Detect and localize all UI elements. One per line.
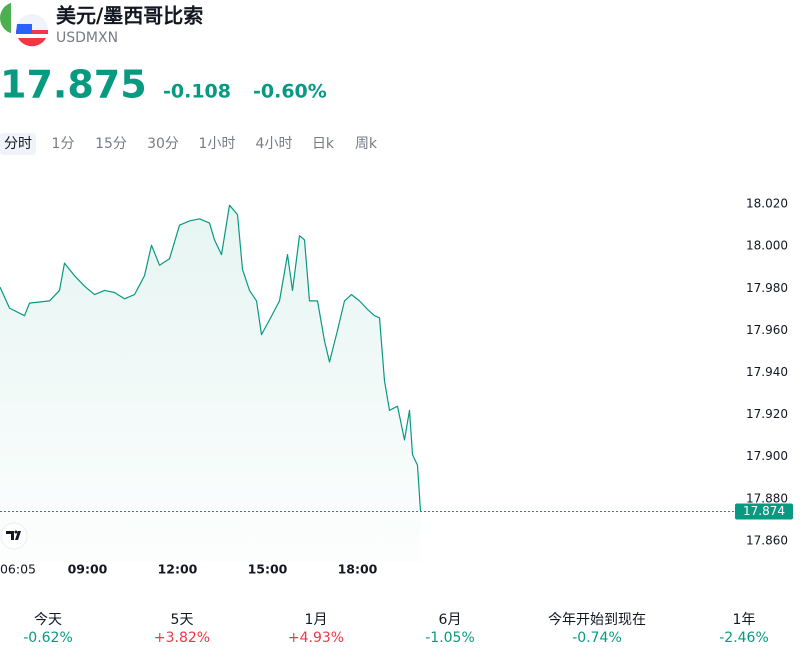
period-change[interactable]: +4.93%: [288, 630, 344, 646]
area-fill: [0, 205, 421, 562]
last-price-badge: [735, 503, 793, 520]
last-price-label: 17.874: [743, 504, 785, 518]
period-label[interactable]: 今年开始到现在: [548, 612, 646, 628]
y-tick-label: 17.880: [746, 491, 788, 505]
tab[interactable]: 1小时: [199, 136, 236, 152]
y-tick-label: 18.000: [746, 239, 788, 253]
title: 美元/墨西哥比索: [56, 4, 203, 28]
x-tick-label: 15:00: [248, 562, 288, 577]
period-label[interactable]: 1年: [733, 612, 756, 628]
period-label[interactable]: 6月: [439, 612, 462, 628]
tab[interactable]: 1分: [52, 136, 75, 152]
tab[interactable]: 日k: [312, 136, 335, 152]
period-label[interactable]: 1月: [305, 612, 328, 628]
x-tick-label: 09:00: [68, 562, 108, 577]
period-change[interactable]: -0.74%: [572, 630, 622, 646]
plot: 17.860 17.880 17.900 17.920 17.940 17.960 17.9…: [0, 197, 793, 577]
period-label[interactable]: 5天: [171, 612, 194, 628]
tabs: 分时 1分 15分 30分 1小时 4小时 日k 周k: [0, 133, 378, 155]
x-tick-label: 06:05: [0, 562, 36, 577]
performance: 今天 -0.62% 5天 +3.82% 1月 +4.93% 6月 -1.05% 今年开始到现在 -…: [23, 612, 769, 646]
period-label[interactable]: 今天: [34, 612, 62, 628]
logo: [0, 522, 28, 550]
price-line: [0, 204, 422, 512]
period-change[interactable]: -2.46%: [719, 630, 769, 646]
change: -0.108: [163, 81, 231, 103]
x-tick-label: 18:00: [338, 562, 378, 577]
symbol: USDMXN: [56, 30, 118, 46]
tab[interactable]: 30分: [147, 136, 179, 152]
x-tick-label: 12:00: [158, 562, 198, 577]
flags: [0, 2, 49, 47]
period-change[interactable]: -0.62%: [23, 630, 73, 646]
period-change[interactable]: +3.82%: [154, 630, 210, 646]
tab-selected-bg: [0, 133, 36, 155]
price: 17.875: [0, 63, 147, 107]
y-tick-label: 17.860: [746, 533, 788, 547]
period-change[interactable]: -1.05%: [425, 630, 475, 646]
y-tick-label: 17.900: [746, 449, 788, 463]
tab[interactable]: 15分: [95, 136, 127, 152]
tab[interactable]: 周k: [355, 136, 378, 152]
tab[interactable]: 4小时: [256, 136, 293, 152]
change-pct: -0.60%: [253, 81, 327, 103]
y-tick-label: 17.960: [746, 323, 788, 337]
tab[interactable]: 分时: [4, 136, 32, 152]
y-tick-label: 18.020: [746, 197, 788, 211]
y-tick-label: 17.980: [746, 281, 788, 295]
y-tick-label: 17.940: [746, 365, 788, 379]
y-tick-label: 17.920: [746, 407, 788, 421]
